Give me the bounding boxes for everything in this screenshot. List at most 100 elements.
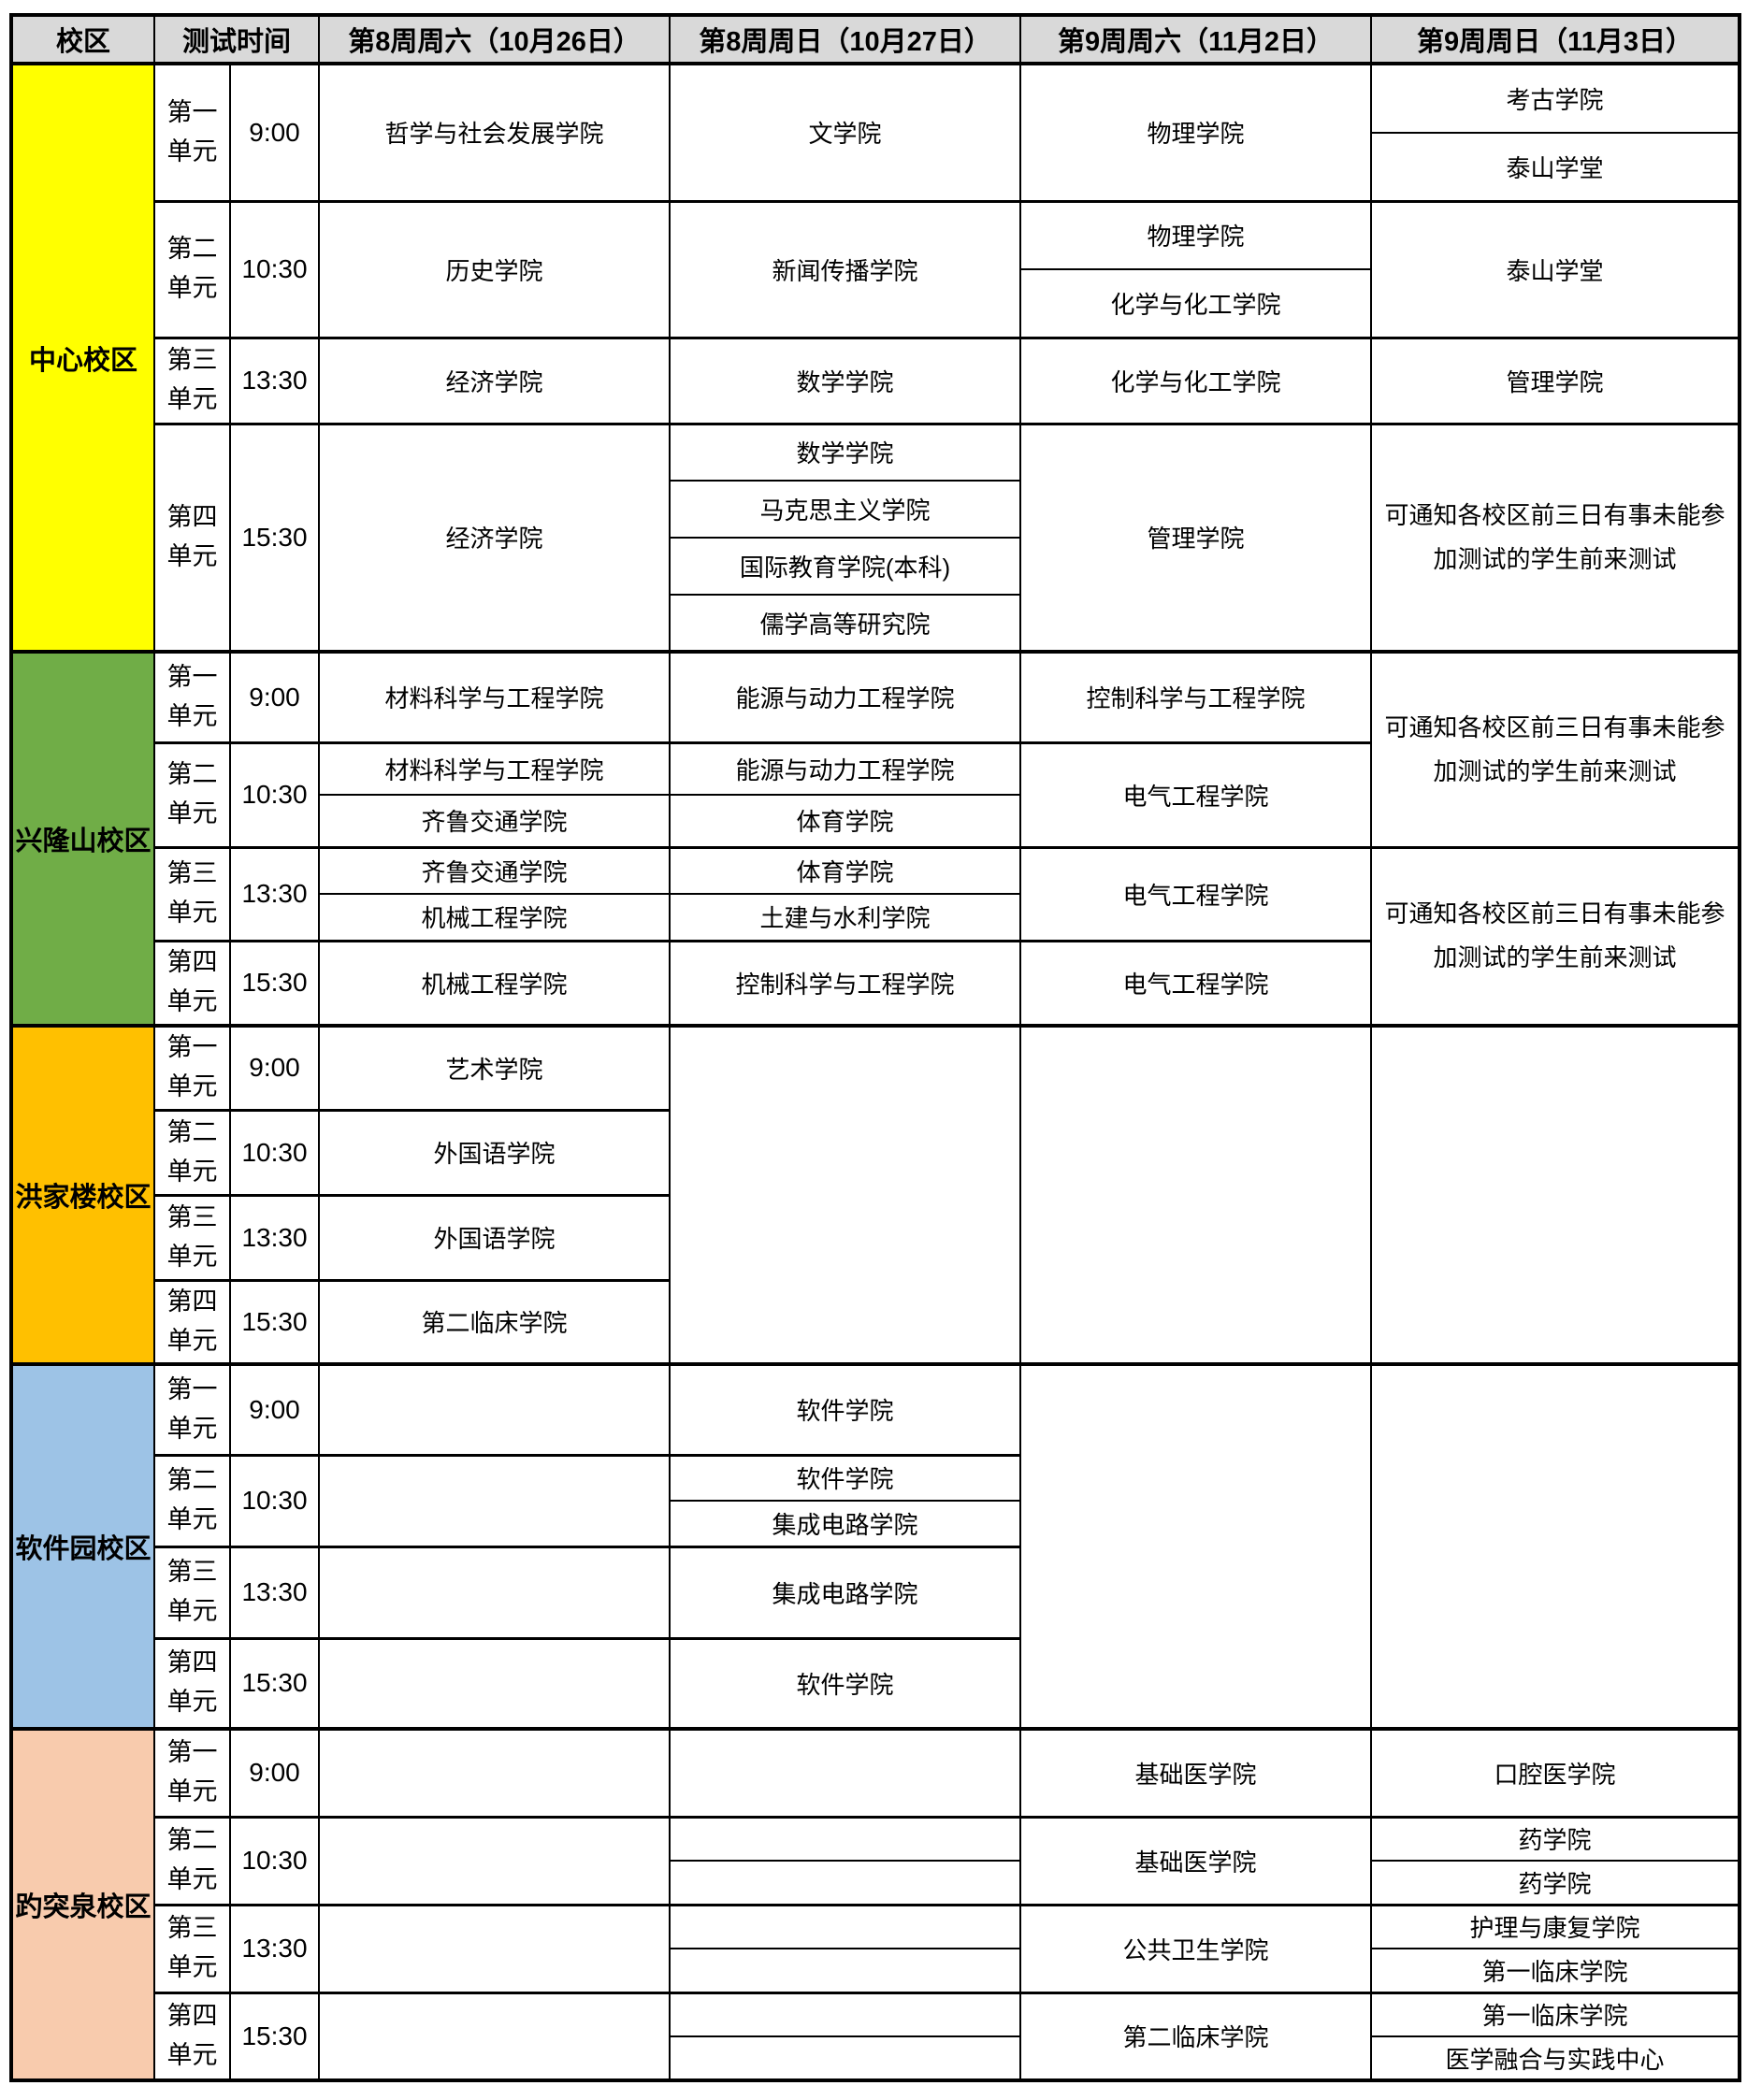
college-cell: 管理学院 bbox=[1370, 336, 1741, 424]
college-cell: 管理学院 bbox=[1019, 422, 1373, 653]
table-row: 中心校区 第一单元 9:00 哲学与社会发展学院 文学院 物理学院 考古学院 bbox=[10, 62, 1741, 653]
time-cell: 15:30 bbox=[228, 1991, 321, 2081]
college-cell: 化学与化工学院 bbox=[1019, 336, 1373, 424]
table-row: 齐鲁交通学院 体育学院 bbox=[11, 794, 1740, 848]
college-cell: 第二临床学院 bbox=[318, 1278, 671, 1365]
time-cell: 10:30 bbox=[228, 1815, 321, 1906]
college-cell: 口腔医学院 bbox=[1370, 1727, 1741, 1818]
college-cell: 文学院 bbox=[669, 62, 1022, 202]
college-cell: 电气工程学院 bbox=[1019, 845, 1373, 942]
college-cell: 历史学院 bbox=[318, 199, 671, 338]
college-cell: 软件学院 bbox=[669, 1636, 1022, 1730]
college-cell: 土建与水利学院 bbox=[669, 893, 1022, 942]
college-cell: 材料科学与工程学院 bbox=[318, 741, 671, 796]
college-cell: 外国语学院 bbox=[318, 1108, 671, 1196]
college-cell: 体育学院 bbox=[669, 794, 1022, 848]
time-cell: 13:30 bbox=[228, 1903, 321, 1993]
unit-cell: 第三单元 bbox=[153, 845, 231, 942]
college-cell: 数学学院 bbox=[669, 336, 1022, 424]
college-cell: 艺术学院 bbox=[318, 1024, 671, 1111]
college-cell: 第二临床学院 bbox=[1019, 1991, 1373, 2081]
table-row: 儒学高等研究院 bbox=[11, 594, 1740, 653]
table-row: 泰山学堂 bbox=[11, 132, 1741, 202]
college-cell: 新闻传播学院 bbox=[669, 199, 1022, 338]
college-cell: 马克思主义学院 bbox=[669, 480, 1022, 539]
empty-cell bbox=[318, 1362, 671, 1456]
college-cell: 考古学院 bbox=[1370, 62, 1741, 134]
time-cell: 13:30 bbox=[228, 1545, 321, 1639]
college-cell: 机械工程学院 bbox=[318, 939, 671, 1027]
unit-cell: 第一单元 bbox=[153, 62, 231, 202]
college-cell: 第一临床学院 bbox=[1370, 1991, 1741, 2037]
table-row: 兴隆山校区 第一单元 9:00 材料科学与工程学院 能源与动力工程学院 控制科学与工程学院… bbox=[10, 650, 1741, 1027]
time-cell: 9:00 bbox=[228, 1024, 321, 1111]
campus-cell: 洪家楼校区 bbox=[10, 1024, 155, 1365]
unit-cell: 第四单元 bbox=[153, 1991, 231, 2081]
table-row: 第四单元 15:30 第二临床学院 第一临床学院 bbox=[11, 1991, 1741, 2081]
time-cell: 9:00 bbox=[228, 1362, 321, 1456]
college-cell: 集成电路学院 bbox=[669, 1545, 1022, 1639]
empty-cell bbox=[1370, 1024, 1741, 1365]
empty-cell bbox=[1019, 1362, 1373, 1730]
empty-cell bbox=[669, 1727, 1022, 1818]
college-cell: 国际教育学院(本科) bbox=[669, 537, 1022, 596]
schedule-table-body: 中心校区 第一单元 9:00 哲学与社会发展学院 文学院 物理学院 考古学院 泰山学堂 第二单元… bbox=[10, 62, 1741, 2081]
college-cell: 电气工程学院 bbox=[1019, 939, 1373, 1027]
unit-cell: 第二单元 bbox=[153, 199, 231, 338]
time-cell: 13:30 bbox=[228, 1193, 321, 1281]
unit-cell: 第一单元 bbox=[153, 1024, 231, 1111]
table-row: 第一临床学院 bbox=[11, 1948, 1741, 1993]
time-cell: 15:30 bbox=[228, 1636, 321, 1730]
unit-cell: 第三单元 bbox=[153, 1193, 231, 1281]
unit-cell: 第二单元 bbox=[153, 741, 231, 848]
unit-cell: 第三单元 bbox=[153, 1545, 231, 1639]
college-cell: 哲学与社会发展学院 bbox=[318, 62, 671, 202]
time-cell: 13:30 bbox=[228, 336, 321, 424]
time-cell: 10:30 bbox=[228, 741, 321, 848]
college-cell: 齐鲁交通学院 bbox=[318, 794, 671, 848]
time-cell: 9:00 bbox=[228, 62, 321, 202]
table-row: 国际教育学院(本科) bbox=[11, 537, 1740, 596]
empty-cell bbox=[318, 1545, 671, 1639]
college-cell: 第一临床学院 bbox=[1370, 1948, 1741, 1993]
college-cell: 外国语学院 bbox=[318, 1193, 671, 1281]
college-cell: 化学与化工学院 bbox=[1019, 268, 1373, 338]
table-row: 马克思主义学院 bbox=[11, 480, 1740, 539]
empty-cell bbox=[318, 1991, 671, 2081]
unit-cell: 第二单元 bbox=[153, 1815, 231, 1906]
table-row: 化学与化工学院 bbox=[11, 268, 1740, 338]
header-test-time: 测试时间 bbox=[152, 14, 321, 65]
college-cell: 齐鲁交通学院 bbox=[318, 845, 671, 895]
note-cell: 可通知各校区前三日有事未能参加测试的学生前来测试 bbox=[1370, 845, 1741, 1027]
unit-cell: 第四单元 bbox=[153, 1636, 231, 1730]
college-cell: 经济学院 bbox=[318, 336, 671, 424]
table-row: 第四单元 15:30 经济学院 数学学院 管理学院 可通知各校区前三日有事未能参加测试的学… bbox=[11, 422, 1741, 653]
college-cell: 机械工程学院 bbox=[318, 893, 671, 942]
unit-cell: 第四单元 bbox=[153, 422, 231, 653]
empty-cell bbox=[318, 1903, 671, 1993]
unit-cell: 第一单元 bbox=[153, 650, 231, 743]
time-cell: 9:00 bbox=[228, 1727, 321, 1818]
header-day-week8-sat: 第8周周六（10月26日） bbox=[318, 14, 671, 65]
table-row: 机械工程学院 土建与水利学院 bbox=[11, 893, 1740, 942]
college-cell: 能源与动力工程学院 bbox=[669, 741, 1022, 796]
college-cell: 软件学院 bbox=[669, 1453, 1022, 1502]
college-cell: 物理学院 bbox=[1019, 62, 1373, 202]
college-cell: 公共卫生学院 bbox=[1019, 1903, 1373, 1993]
table-row: 第三单元 13:30 公共卫生学院 护理与康复学院 bbox=[11, 1903, 1741, 1993]
college-cell: 护理与康复学院 bbox=[1370, 1903, 1741, 1949]
note-cell: 可通知各校区前三日有事未能参加测试的学生前来测试 bbox=[1370, 650, 1741, 848]
campus-cell: 趵突泉校区 bbox=[10, 1727, 155, 2081]
college-cell: 集成电路学院 bbox=[669, 1500, 1022, 1547]
time-cell: 15:30 bbox=[228, 422, 321, 653]
college-cell: 体育学院 bbox=[669, 845, 1022, 895]
time-cell: 15:30 bbox=[228, 1278, 321, 1365]
empty-cell bbox=[1019, 1024, 1373, 1365]
table-row: 第三单元 13:30 集成电路学院 bbox=[11, 1545, 1740, 1639]
unit-cell: 第四单元 bbox=[153, 939, 231, 1027]
time-cell: 10:30 bbox=[228, 1453, 321, 1547]
empty-cell bbox=[669, 1991, 1022, 2037]
table-row: 集成电路学院 bbox=[11, 1500, 1740, 1547]
college-cell: 经济学院 bbox=[318, 422, 671, 653]
